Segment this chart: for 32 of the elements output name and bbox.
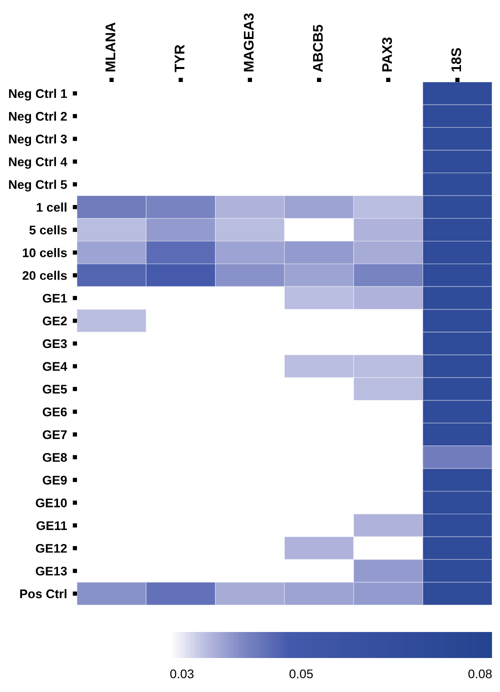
y-tick-label: Neg Ctrl 1 (9, 88, 67, 101)
x-tick-label: MAGEA3 (244, 13, 254, 72)
y-tick-label: Neg Ctrl 5 (9, 180, 67, 192)
y-tick-label: GE6 (42, 408, 67, 416)
y-tick-label: 5 cells (29, 225, 67, 234)
y-tick-label: GE12 (36, 544, 67, 553)
x-tick-label: PAX3 (382, 38, 392, 72)
y-tick-label: GE13 (36, 566, 67, 576)
y-tick-label: Neg Ctrl 2 (9, 112, 67, 124)
y-tick-label: 20 cells (22, 270, 67, 280)
y-tick-label: GE9 (42, 476, 67, 485)
y-tick-label: GE2 (42, 316, 67, 326)
y-tick-label: GE11 (36, 521, 67, 530)
color-bar-label: 0.05 (290, 669, 313, 678)
color-bar-label: 0.08 (468, 669, 492, 678)
x-tick-label: MLANA (106, 22, 116, 72)
y-tick-label: Pos Ctrl (20, 589, 66, 598)
y-tick-label: Neg Ctrl 4 (9, 157, 68, 169)
y-tick-label: GE4 (42, 362, 68, 371)
x-tick-label: ABCB5 (312, 24, 323, 72)
y-tick-label: GE10 (36, 498, 67, 508)
y-tick-label: 10 cells (22, 248, 67, 258)
y-tick-label: GE5 (42, 384, 67, 394)
y-tick-label: GE1 (42, 294, 67, 303)
color-bar-label: 0.03 (170, 669, 194, 678)
y-tick-label: 1 cell (36, 202, 66, 212)
x-tick-label: TYR (174, 44, 184, 72)
y-tick-label: GE8 (42, 452, 67, 462)
x-tick-label: 18S (451, 48, 462, 72)
y-tick-label: GE3 (42, 339, 67, 348)
y-tick-label: Neg Ctrl 3 (9, 134, 67, 146)
y-tick-label: GE7 (42, 430, 67, 440)
